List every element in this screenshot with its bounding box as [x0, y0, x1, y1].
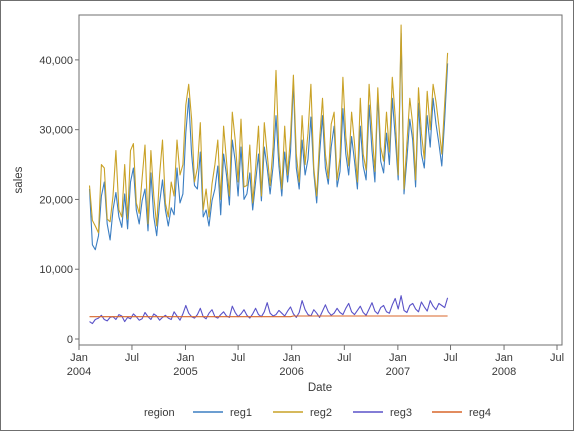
- x-axis: Jan 2004 Jul Jan 2005 Jul Jan 2006 Jul Jan 2007 Jul…: [67, 345, 564, 378]
- series-line-reg1: [88, 32, 449, 251]
- x-tick-label: Jan: [389, 352, 407, 364]
- axes: [78, 14, 563, 346]
- y-tick-label: 0: [67, 334, 73, 346]
- y-tick-label: 10,000: [39, 264, 73, 276]
- legend: region reg1 reg2 reg3 reg4: [144, 407, 491, 419]
- x-tick-label: Jan: [70, 352, 88, 364]
- series-line-reg3: [89, 295, 449, 325]
- x-tick-year-label: 2004: [67, 366, 91, 378]
- y-tick-label: 30,000: [39, 125, 73, 137]
- x-axis-title: Date: [308, 382, 332, 394]
- x-tick-label: Jul: [337, 352, 351, 364]
- series-lines: [88, 24, 449, 325]
- y-axis: 0 10,000 20,000 30,000 40,000: [39, 55, 79, 346]
- x-tick-year-label: 2005: [173, 366, 197, 378]
- legend-label-reg3: reg3: [390, 407, 412, 419]
- y-tick-label: 20,000: [39, 194, 73, 206]
- y-axis-title: sales: [13, 166, 25, 193]
- y-tick-label: 40,000: [39, 55, 73, 67]
- x-tick-year-label: 2007: [386, 366, 410, 378]
- x-tick-label: Jan: [495, 352, 513, 364]
- x-tick-label: Jul: [125, 352, 139, 364]
- x-tick-label: Jan: [177, 352, 195, 364]
- x-tick-year-label: 2008: [492, 366, 516, 378]
- legend-title: region: [144, 407, 175, 419]
- legend-label-reg4: reg4: [469, 407, 491, 419]
- x-tick-label: Jul: [443, 352, 457, 364]
- plot-area: [78, 14, 563, 346]
- x-tick-label: Jul: [550, 352, 564, 364]
- x-tick-label: Jul: [231, 352, 245, 364]
- x-tick-label: Jan: [283, 352, 301, 364]
- x-tick-year-label: 2006: [279, 366, 303, 378]
- series-line-reg4: [89, 315, 448, 318]
- legend-label-reg2: reg2: [310, 407, 332, 419]
- series-line-reg2: [88, 24, 449, 234]
- legend-label-reg1: reg1: [230, 407, 252, 419]
